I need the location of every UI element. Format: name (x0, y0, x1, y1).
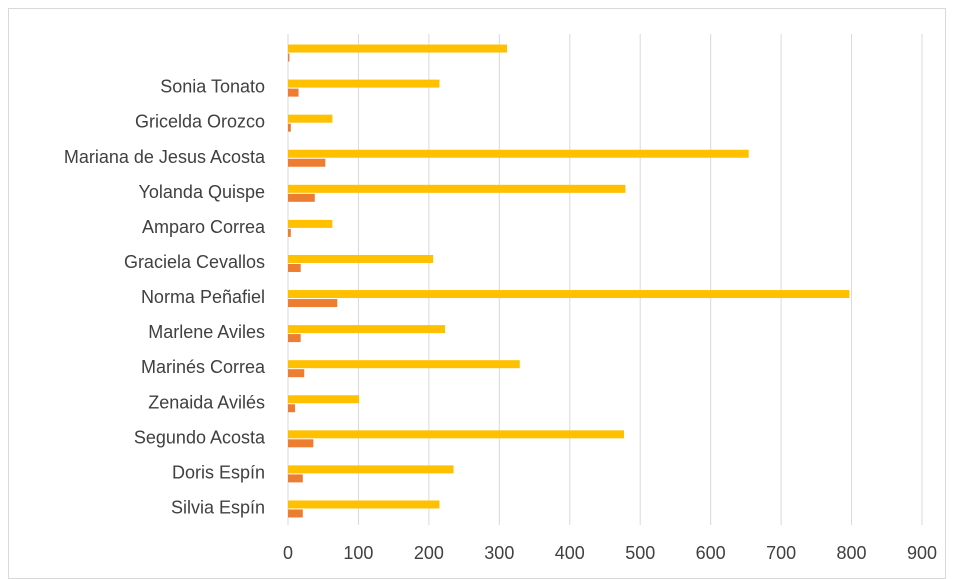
bar-series-2 (288, 369, 305, 378)
category-label: Sonia Tonato (160, 77, 265, 97)
bar-series-1 (288, 79, 440, 88)
bar-series-1 (288, 44, 508, 53)
category-label: Norma Peñafiel (141, 287, 265, 307)
bar-series-2 (288, 299, 338, 308)
category-label: Graciela Cevallos (124, 252, 265, 272)
category-label: Yolanda Quispe (139, 182, 265, 202)
bar-series-2 (288, 334, 301, 343)
bar-series-2 (288, 158, 326, 167)
bar-series-1 (288, 430, 625, 439)
category-label: Silvia Espín (171, 497, 265, 517)
x-tick-label: 700 (766, 543, 796, 563)
bar-series-2 (288, 88, 299, 97)
bar-series-2 (288, 263, 301, 272)
category-label: Amparo Correa (142, 217, 266, 237)
bar-series-2 (288, 474, 303, 483)
bar-series-2 (288, 123, 291, 132)
x-tick-label: 800 (837, 543, 867, 563)
category-labels: Silvia Espín Doris Espín Segundo Acosta Zen… (64, 77, 266, 518)
bar-series-1 (288, 114, 333, 123)
bar-series-1 (288, 184, 626, 193)
bar-series-1 (288, 149, 749, 158)
bar-series-1 (288, 465, 454, 474)
category-label: Marinés Correa (141, 357, 266, 377)
bar-series-1 (288, 395, 360, 404)
bar-series-1 (288, 254, 434, 263)
bar-series-2 (288, 228, 291, 237)
category-label: Segundo Acosta (134, 427, 266, 447)
bar-series-2 (288, 404, 296, 413)
bar-series-1 (288, 219, 333, 228)
bar-series-2 (288, 53, 290, 62)
x-tick-label: 200 (414, 543, 444, 563)
x-tick-label: 100 (343, 543, 373, 563)
bar-series-1 (288, 500, 440, 509)
category-label: Zenaida Avilés (148, 392, 265, 412)
bar-series-1 (288, 360, 520, 369)
x-tick-label: 600 (696, 543, 726, 563)
bars (288, 44, 850, 518)
gridlines (287, 34, 923, 525)
category-label: Gricelda Orozco (135, 112, 265, 132)
bar-series-1 (288, 325, 446, 334)
x-tick-label: 300 (484, 543, 514, 563)
x-tick-label: 500 (625, 543, 655, 563)
category-label: Doris Espín (172, 462, 265, 482)
bar-series-2 (288, 509, 303, 518)
category-label: Marlene Aviles (148, 322, 265, 342)
x-tick-label: 0 (283, 543, 293, 563)
x-tick-label: 400 (555, 543, 585, 563)
bar-series-2 (288, 439, 314, 448)
category-label: Mariana de Jesus Acosta (64, 147, 266, 167)
bar-series-2 (288, 193, 315, 202)
bar-series-1 (288, 290, 850, 299)
x-axis-tick-labels: 0 100 200 300 400 500 600 700 800 900 (283, 543, 937, 563)
x-tick-label: 900 (907, 543, 937, 563)
